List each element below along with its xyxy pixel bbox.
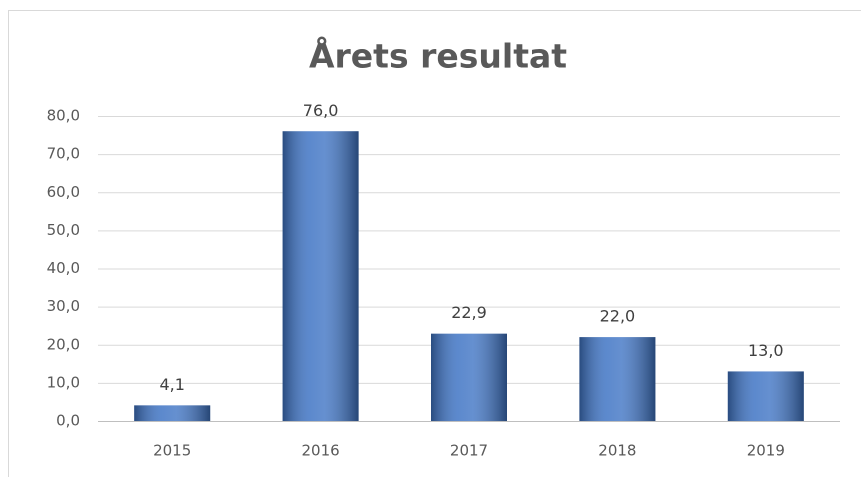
value-label: 13,0 <box>748 341 784 360</box>
x-tick-label: 2015 <box>153 442 191 460</box>
bar-shading <box>727 371 804 421</box>
y-tick-label: 50,0 <box>47 221 80 239</box>
y-tick-label: 40,0 <box>47 259 80 277</box>
value-label: 76,0 <box>303 101 339 120</box>
x-tick-label: 2019 <box>747 442 785 460</box>
x-tick-label: 2017 <box>450 442 488 460</box>
bar-shading <box>431 333 507 421</box>
y-tick-label: 20,0 <box>47 335 80 353</box>
value-label: 22,9 <box>451 303 487 322</box>
x-tick-label: 2018 <box>598 442 636 460</box>
y-tick-label: 10,0 <box>47 373 80 391</box>
y-tick-label: 60,0 <box>47 183 80 201</box>
x-tick-label: 2016 <box>302 442 340 460</box>
value-label: 22,0 <box>600 307 636 326</box>
y-tick-label: 0,0 <box>56 412 80 430</box>
value-label: 4,1 <box>159 375 184 394</box>
chart-title: Årets resultat <box>309 36 567 76</box>
bar-shading <box>282 131 359 421</box>
y-tick-label: 70,0 <box>47 145 80 163</box>
bar-shading <box>579 337 656 421</box>
y-tick-label: 80,0 <box>47 107 80 125</box>
bar-shading <box>134 405 211 421</box>
y-tick-label: 30,0 <box>47 297 80 315</box>
